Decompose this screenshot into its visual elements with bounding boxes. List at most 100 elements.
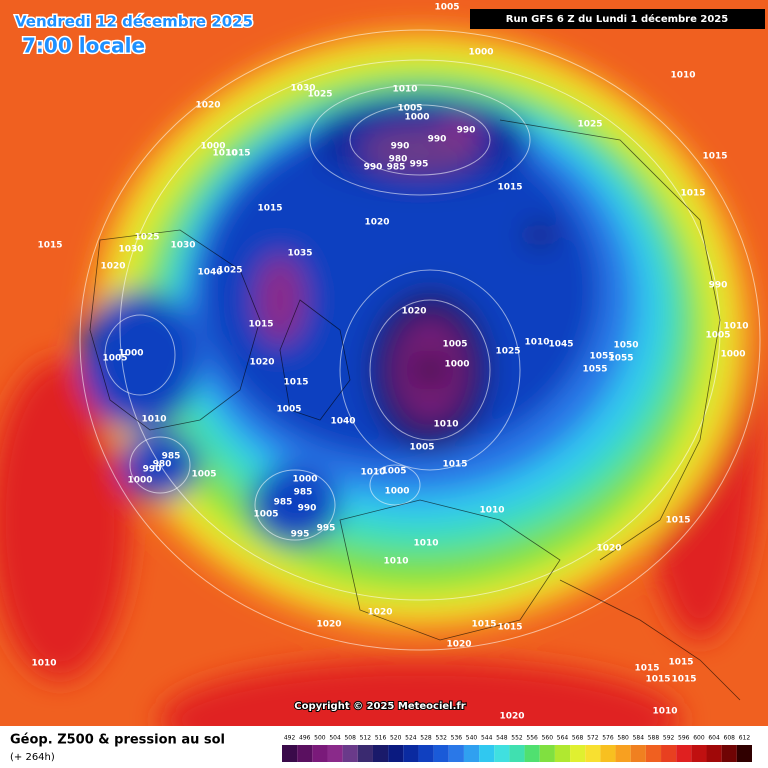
isobar-label: 1015 bbox=[645, 675, 670, 685]
colorbar-cell bbox=[721, 745, 737, 762]
footer-title: Géop. Z500 & pression au sol bbox=[10, 733, 225, 748]
isobar-label: 1020 bbox=[446, 640, 471, 650]
isobar-label: 1000 bbox=[127, 476, 152, 486]
isobar-label: 1005 bbox=[276, 405, 301, 415]
isobar-label: 1015 bbox=[225, 149, 250, 159]
isobar-label: 1000 bbox=[200, 142, 225, 152]
isobar-label: 1010 bbox=[723, 322, 748, 332]
colorbar-cell bbox=[388, 745, 404, 762]
isobar-label: 1020 bbox=[367, 608, 392, 618]
isobar-label: 1030 bbox=[170, 241, 195, 251]
colorbar-cell bbox=[554, 745, 571, 762]
coastlines bbox=[89, 119, 741, 701]
isobar-label: 1015 bbox=[671, 675, 696, 685]
isobar-label: 1020 bbox=[100, 262, 125, 272]
colorbar-label: 536 bbox=[451, 735, 463, 742]
colorbar-cell bbox=[342, 745, 358, 762]
colorbar-label: 600 bbox=[693, 735, 705, 742]
height-region bbox=[80, 290, 200, 430]
height-region bbox=[250, 465, 340, 545]
isobar-label: 995 bbox=[317, 524, 336, 534]
colorbar-label: 588 bbox=[648, 735, 660, 742]
colorbar-cell bbox=[736, 745, 752, 762]
isobar-label: 990 bbox=[709, 281, 728, 291]
copyright: Copyright © 2025 Meteociel.fr bbox=[294, 701, 465, 712]
colorbar-cell bbox=[312, 745, 328, 762]
isobar-label: 985 bbox=[162, 452, 181, 462]
colorbar-cell bbox=[433, 745, 449, 762]
isobar-label: 1020 bbox=[499, 712, 524, 722]
colorbar-label: 548 bbox=[496, 735, 508, 742]
height-region bbox=[255, 255, 305, 345]
isobar-label: 1010 bbox=[479, 506, 504, 516]
isobar-label: 1015 bbox=[634, 664, 659, 674]
height-region bbox=[525, 223, 555, 247]
colorbar-label: 544 bbox=[481, 735, 493, 742]
isobar-label: 1015 bbox=[680, 189, 705, 199]
isobar-label: 1010 bbox=[141, 415, 166, 425]
isobar-label: 1015 bbox=[668, 658, 693, 668]
colorbar-cell bbox=[418, 745, 434, 762]
isobar-label: 985 bbox=[274, 498, 293, 508]
colorbar-label: 584 bbox=[633, 735, 645, 742]
isobar-label: 980 bbox=[389, 155, 408, 165]
isobar-label: 1015 bbox=[248, 320, 273, 330]
isobar-label: 1020 bbox=[249, 358, 274, 368]
isobar-label: 1000 bbox=[292, 475, 317, 485]
colorbar-cell bbox=[494, 745, 510, 762]
height-region bbox=[200, 120, 600, 460]
colorbar-label: 568 bbox=[572, 735, 584, 742]
colorbar-cell bbox=[706, 745, 722, 762]
isobar-label: 1015 bbox=[702, 152, 727, 162]
isobar-label: 1005 bbox=[434, 3, 459, 13]
height-region bbox=[415, 350, 445, 390]
isobar-label: 990 bbox=[364, 163, 383, 173]
colorbar-cell bbox=[357, 745, 373, 762]
isobar-label: 980 bbox=[153, 460, 172, 470]
map-time: 7:00 locale bbox=[22, 34, 145, 58]
colorbar-label: 540 bbox=[466, 735, 478, 742]
isobar-label: 1055 bbox=[589, 352, 614, 362]
colorbar-label: 528 bbox=[420, 735, 432, 742]
colorbar-cell bbox=[600, 745, 616, 762]
isobar-label: 1010 bbox=[524, 338, 549, 348]
isobar-label: 1040 bbox=[197, 268, 222, 278]
colorbar-cell bbox=[539, 745, 555, 762]
colorbar-cell bbox=[615, 745, 631, 762]
isobar-label: 1020 bbox=[401, 307, 426, 317]
height-region bbox=[0, 360, 130, 680]
isobar-label: 1015 bbox=[471, 620, 496, 630]
isobar-label: 1015 bbox=[37, 241, 62, 251]
isobar-label: 1000 bbox=[404, 113, 429, 123]
isobar-label: 1000 bbox=[384, 487, 409, 497]
colorbar-label: 508 bbox=[344, 735, 356, 742]
isobar-label: 1010 bbox=[360, 468, 385, 478]
isobar-label: 1005 bbox=[381, 467, 406, 477]
isobar-label: 1005 bbox=[102, 354, 127, 364]
footer-lead: (+ 264h) bbox=[10, 752, 55, 763]
isobar-label: 1000 bbox=[444, 360, 469, 370]
colorbar-label: 596 bbox=[678, 735, 690, 742]
isobar-label: 985 bbox=[387, 163, 406, 173]
isobar-label: 990 bbox=[428, 135, 447, 145]
isobar-label: 990 bbox=[143, 465, 162, 475]
isobar-label: 1025 bbox=[307, 90, 332, 100]
colorbar-label: 592 bbox=[663, 735, 675, 742]
colorbar-cell bbox=[479, 745, 495, 762]
isobar-label: 1005 bbox=[191, 470, 216, 480]
isobar-label: 1000 bbox=[118, 349, 143, 359]
colorbar-cell bbox=[463, 745, 480, 762]
colorbar-label: 580 bbox=[617, 735, 629, 742]
isobar-label: 1030 bbox=[290, 84, 315, 94]
colorbar: 492 496 500 504 508 512 516 520 524 528 532 536 540 5… bbox=[282, 735, 752, 762]
isobar-label: 1010 bbox=[433, 420, 458, 430]
isobar-label: 1020 bbox=[596, 544, 621, 554]
isobar-label: 1035 bbox=[287, 249, 312, 259]
isobar-label: 1010 bbox=[413, 539, 438, 549]
colorbar-label: 496 bbox=[299, 735, 311, 742]
isobar-label: 1040 bbox=[330, 417, 355, 427]
colorbar-cell bbox=[630, 745, 646, 762]
colorbar-cell bbox=[403, 745, 419, 762]
isobar-label: 1005 bbox=[442, 340, 467, 350]
